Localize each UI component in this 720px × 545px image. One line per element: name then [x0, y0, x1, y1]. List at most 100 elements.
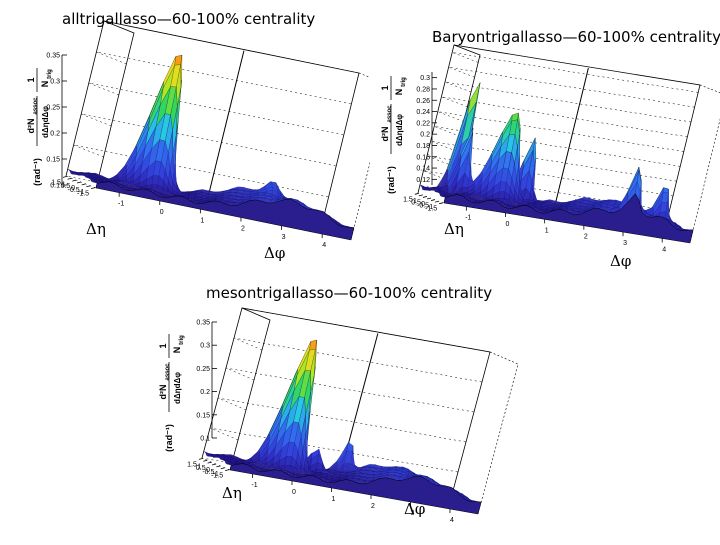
y-tick	[439, 203, 443, 204]
z-gridline	[438, 112, 684, 152]
x-tick-label: 0	[160, 209, 164, 216]
y-tick	[86, 186, 90, 187]
y-tick-label: -1.5	[77, 191, 89, 198]
surface-cell	[223, 201, 230, 203]
right-plane-frame	[478, 352, 518, 514]
z-tick-label: 0.14	[416, 166, 430, 173]
z-tick-label: 0.22	[416, 120, 430, 127]
z-title-numerator: d²N	[26, 119, 36, 134]
y-tick	[435, 201, 439, 202]
x-tick-label: 2	[241, 226, 245, 233]
y-tick-label: -1.5	[425, 206, 437, 213]
x-tick-label: 1	[545, 227, 549, 234]
z-title-one: 1	[380, 85, 390, 90]
delta-phi-label: Δφ	[610, 252, 631, 270]
z-gridline	[445, 82, 691, 122]
chart-title: alltrigallasso—60-100% centrality	[62, 10, 315, 28]
z-title-denominator: dΔηdΔφ	[173, 372, 182, 404]
z-tick-label: 0.35	[46, 53, 60, 60]
chart-title: mesontrigallasso—60-100% centrality	[206, 284, 492, 302]
y-tick	[216, 466, 220, 467]
z-tick-label: 0.1	[50, 183, 60, 190]
surface-cell	[663, 188, 668, 193]
z-title-unit: (rad⁻¹)	[164, 424, 174, 452]
surface-plot: -1012341.510.50-0.5-1-1.50.10.150.20.250…	[0, 0, 370, 280]
x-tick-label: 4	[450, 517, 454, 524]
x-tick-label: 0	[506, 221, 510, 228]
z-title-ntrig-sub: trig	[401, 77, 407, 87]
z-gridline	[441, 97, 687, 137]
z-tick-label: 0.2	[200, 389, 210, 396]
x-tick-label: 4	[662, 246, 666, 253]
delta-eta-label: Δη	[222, 484, 242, 502]
delta-eta-label: Δη	[444, 220, 464, 238]
y-tick	[91, 188, 95, 189]
z-gridline	[81, 114, 336, 166]
y-tick	[77, 182, 81, 183]
surface-cell	[499, 192, 505, 199]
surface-cell	[567, 210, 573, 212]
surface-mesh	[204, 340, 482, 514]
x-tick-label: 3	[282, 234, 286, 241]
z-tick-label: 0.2	[50, 131, 60, 138]
x-tick-label: 1	[332, 496, 336, 503]
z-gridline	[218, 398, 466, 442]
z-title-ntrig-sub: trig	[47, 69, 53, 79]
z-title-unit: (rad⁻¹)	[386, 166, 396, 194]
z-title-ntrig: N	[394, 89, 404, 96]
x-tick-label: 1	[200, 217, 204, 224]
x-tick-label: 3	[623, 240, 627, 247]
chart-panel-all: alltrigallasso—60-100% centrality -1 0 1 2 3…	[0, 0, 370, 280]
z-gridline	[226, 368, 474, 412]
y-tick	[427, 198, 431, 199]
x-tick-label: -1	[251, 482, 257, 489]
reference-line	[552, 68, 588, 216]
z-title-ntrig: N	[40, 81, 50, 88]
chart-title: Baryontrigallasso—60-100% centrality	[432, 28, 720, 46]
y-tick	[212, 464, 216, 465]
x-tick-label: 4	[322, 242, 326, 249]
z-tick-label: 0.3	[420, 75, 430, 82]
surface-cell	[206, 453, 212, 455]
z-title-numerator-sub: assoc	[165, 363, 171, 381]
delta-phi-label: Δφ	[404, 500, 425, 518]
z-tick-label: 0.16	[416, 154, 430, 161]
z-title-denominator: dΔηdΔφ	[395, 114, 404, 146]
z-title-ntrig-sub: trig	[179, 335, 185, 345]
z-gridline	[96, 52, 351, 104]
z-title-numerator: d²N	[380, 127, 390, 142]
x-tick-label: 0	[292, 489, 296, 496]
z-title-numerator-sub: assoc	[387, 105, 393, 123]
z-title-one: 1	[26, 77, 36, 82]
reference-line	[206, 51, 244, 206]
y-tick	[203, 460, 207, 461]
z-gridline	[89, 83, 344, 135]
z-tick-label: 0.35	[196, 320, 210, 327]
z-tick-label: 0.15	[46, 157, 60, 164]
y-tick	[423, 196, 427, 197]
x-tick-label: 2	[371, 503, 375, 510]
z-title-ntrig: N	[172, 347, 182, 354]
z-title-unit: (rad⁻¹)	[32, 158, 42, 186]
z-gridline	[234, 338, 482, 382]
z-title-denominator: dΔηdΔφ	[41, 106, 50, 138]
delta-phi-label: Δφ	[264, 244, 285, 262]
z-tick-label: 0.28	[416, 86, 430, 93]
y-tick	[63, 176, 67, 177]
z-tick-label: 0.12	[416, 177, 430, 184]
z-tick-label: 0.15	[196, 412, 210, 419]
z-tick-label: 0.1	[200, 436, 210, 443]
x-tick-label: -1	[118, 201, 124, 208]
z-title-one: 1	[158, 343, 168, 348]
z-tick-label: 0.25	[196, 366, 210, 373]
z-tick-label: 0.18	[416, 143, 430, 150]
z-title-numerator-sub: assoc	[33, 97, 39, 115]
chart-panel-meson: mesontrigallasso—60-100% centrality -1 0 1…	[150, 278, 520, 540]
surface-mesh	[68, 55, 354, 240]
y-tick	[419, 195, 423, 196]
y-tick	[208, 462, 212, 463]
delta-eta-label: Δη	[86, 220, 106, 238]
